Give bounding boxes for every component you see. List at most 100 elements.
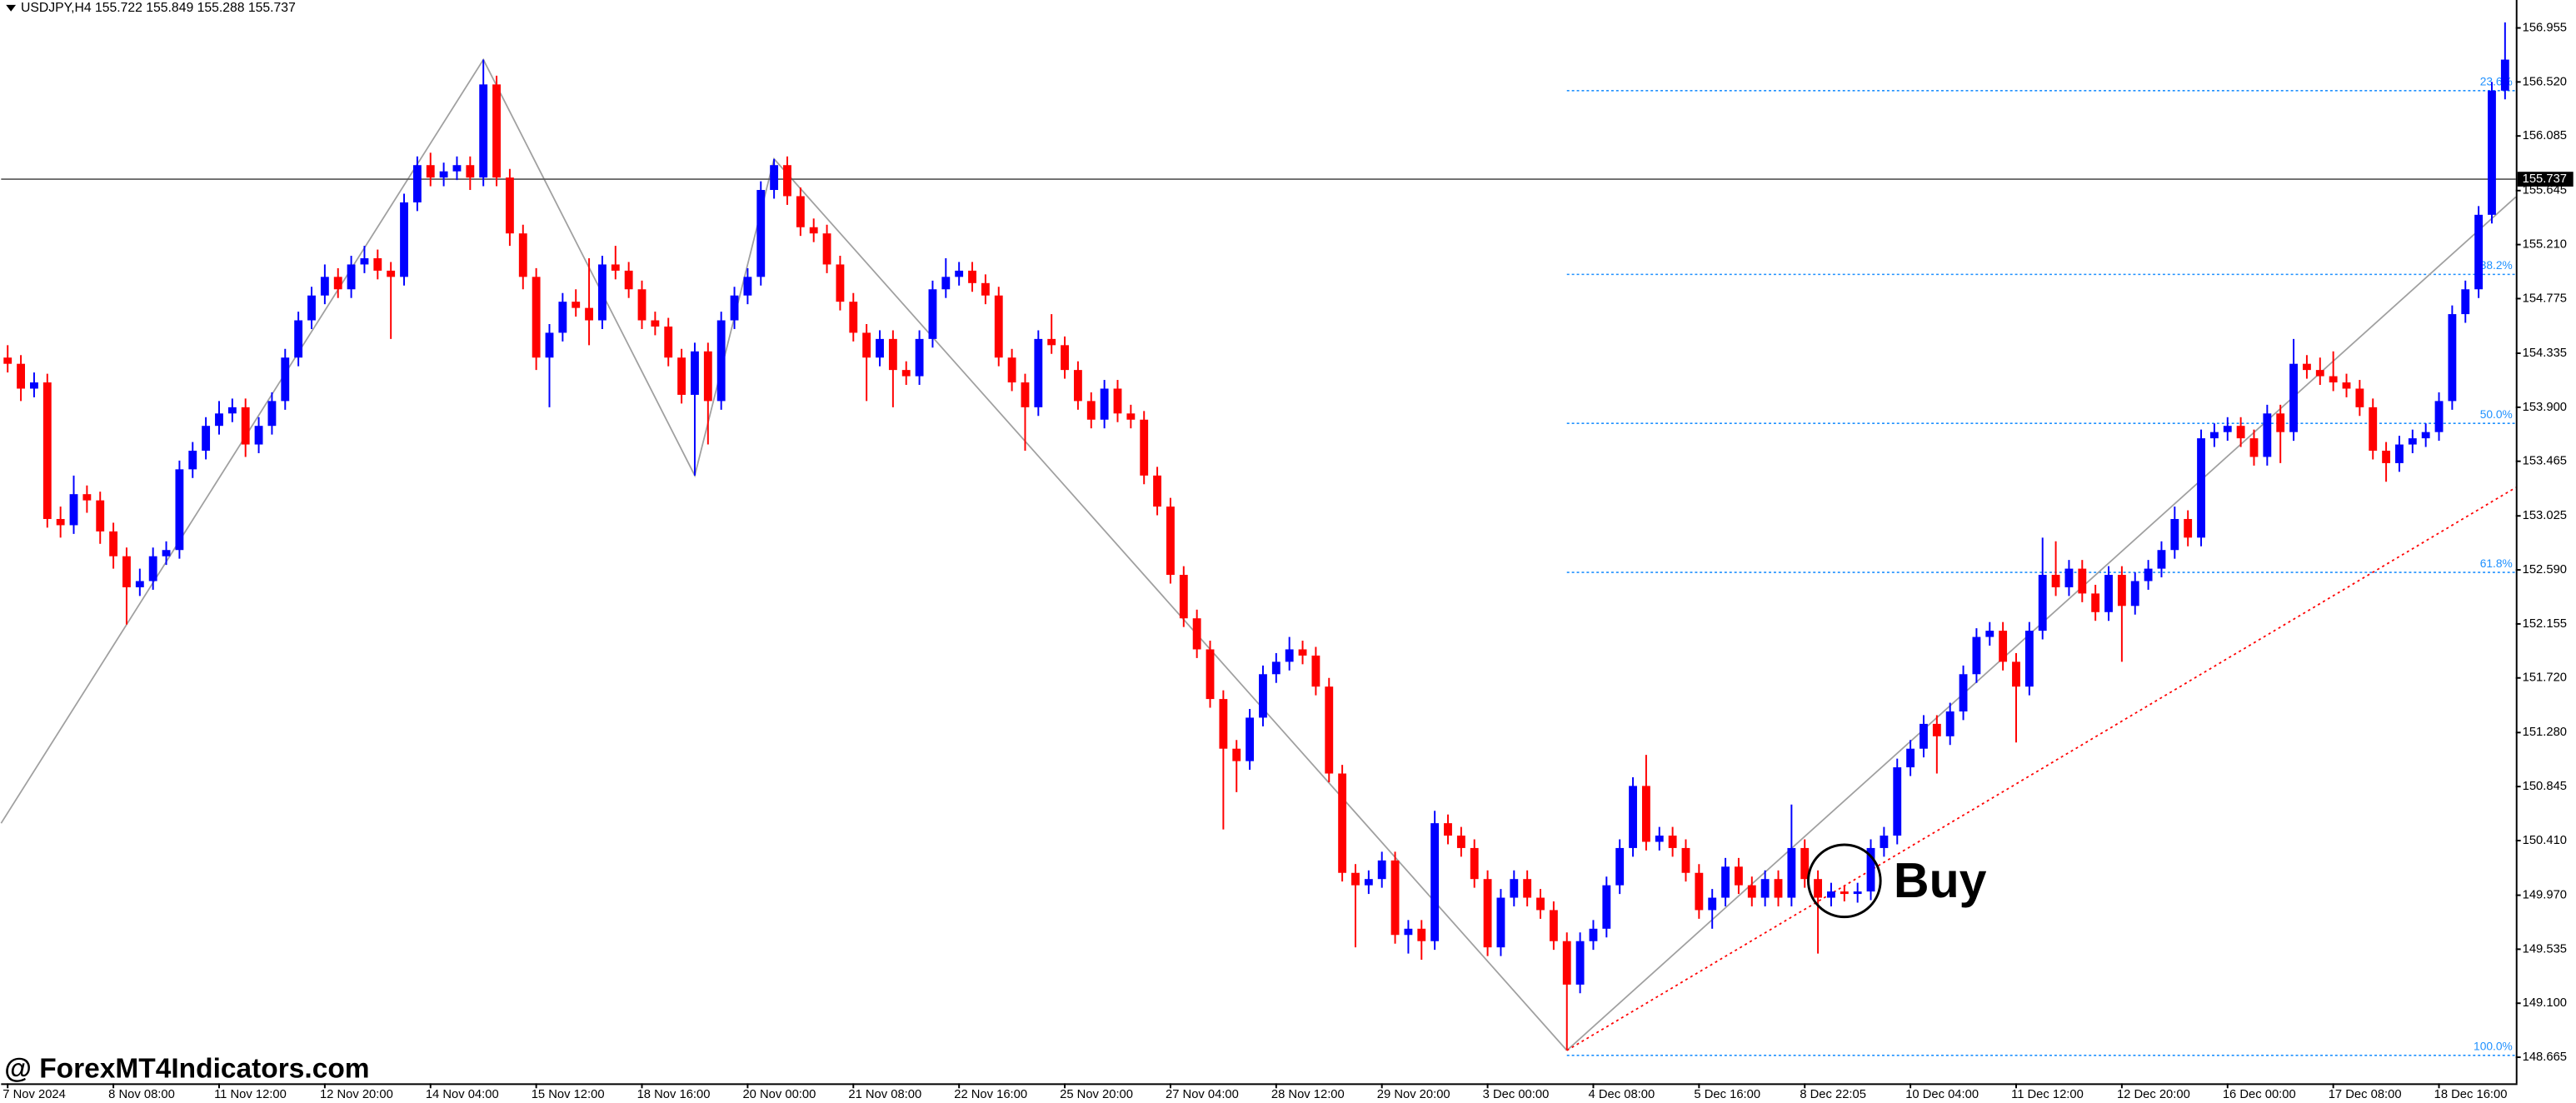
candle-body	[915, 338, 924, 377]
candle-body	[1840, 891, 1849, 895]
x-tick-label: 25 Nov 20:00	[1060, 1088, 1133, 1101]
candle-body	[1325, 686, 1334, 774]
candle-body	[677, 357, 686, 395]
candle-body	[1232, 748, 1241, 761]
candle-body	[1906, 748, 1915, 768]
y-tick-label: 150.410	[2523, 834, 2567, 847]
candle-body	[1880, 836, 1889, 848]
candle-body	[1021, 382, 1030, 407]
candle-body	[1602, 885, 1611, 929]
candle-body	[770, 165, 779, 191]
candle-body	[2382, 451, 2391, 463]
candle-body	[373, 257, 382, 271]
y-tick-label: 148.665	[2523, 1051, 2567, 1064]
candle-body	[1417, 928, 1426, 941]
x-tick-label: 11 Dec 12:00	[2011, 1088, 2084, 1101]
candle-body	[2276, 413, 2285, 432]
candle-body	[400, 202, 408, 277]
x-tick-label: 8 Nov 08:00	[108, 1088, 175, 1101]
candle-body	[2421, 432, 2430, 439]
plot-layer: 23.6%38.2%50.0%61.8%100.0%Buy	[0, 22, 2517, 1056]
candle-body	[505, 177, 514, 234]
candle-body	[611, 264, 620, 271]
candle-body	[360, 257, 369, 265]
candle-body	[703, 351, 712, 402]
candle-body	[2395, 444, 2404, 463]
candle-body	[1695, 872, 1704, 911]
candle-body	[1523, 879, 1532, 898]
candle-body	[148, 556, 157, 581]
symbol-icon	[6, 4, 17, 12]
candle-body	[42, 382, 52, 519]
candle-body	[1575, 941, 1585, 985]
candle-body	[1351, 872, 1360, 886]
y-tick-label: 153.900	[2523, 401, 2567, 414]
candle-body	[941, 277, 951, 290]
candle-body	[1007, 357, 1016, 383]
candle-body	[2157, 550, 2166, 569]
candle-body	[135, 581, 144, 587]
price-label-bg	[2517, 172, 2574, 187]
candle-body	[651, 320, 660, 327]
buy-circle	[1806, 843, 1882, 919]
candle-body	[862, 332, 871, 358]
candle-body	[69, 494, 78, 526]
candle-body	[1483, 879, 1492, 948]
candle-body	[1390, 860, 1400, 936]
y-tick-label: 154.775	[2523, 292, 2567, 305]
candle-body	[2434, 401, 2444, 432]
x-tick-label: 27 Nov 04:00	[1166, 1088, 1239, 1101]
candle-body	[1629, 786, 1637, 848]
candle-body	[1047, 338, 1056, 346]
candle-body	[1219, 699, 1228, 749]
x-tick-label: 12 Dec 20:00	[2117, 1088, 2190, 1101]
candle-body	[585, 307, 593, 321]
candle-body	[2500, 59, 2509, 91]
candle-body	[202, 426, 211, 452]
candle-body	[2289, 363, 2298, 432]
candle-body	[1179, 575, 1188, 619]
candle-body	[3, 357, 12, 364]
candle-body	[2024, 631, 2034, 687]
x-tick-label: 18 Dec 16:00	[2434, 1088, 2508, 1101]
candle-body	[2369, 407, 2378, 452]
candle-body	[691, 351, 699, 395]
candle-body	[1470, 847, 1479, 880]
candle-body	[968, 270, 976, 283]
candle-body	[2038, 575, 2047, 631]
trend-line-dotted	[1566, 487, 2517, 1051]
candle-body	[888, 338, 897, 371]
candle-body	[1034, 338, 1043, 407]
candle-body	[1735, 866, 1743, 886]
candle-body	[1496, 897, 1505, 948]
candle-body	[558, 302, 567, 333]
candle-body	[347, 264, 356, 290]
candle-body	[1932, 723, 1941, 736]
candle-body	[664, 326, 673, 358]
candle-body	[1985, 631, 1994, 637]
y-tick-label: 156.520	[2523, 75, 2567, 88]
x-tick-label: 21 Nov 08:00	[848, 1088, 921, 1101]
candle-body	[188, 451, 197, 470]
candle-body	[624, 270, 633, 290]
y-tick-label: 153.465	[2523, 455, 2567, 468]
x-tick-label: 4 Dec 08:00	[1589, 1088, 1655, 1101]
candle-body	[822, 233, 831, 265]
candle-body	[1972, 636, 1981, 675]
candle-body	[876, 338, 884, 358]
candle-body	[2329, 376, 2338, 383]
x-tick-label: 14 Nov 04:00	[426, 1088, 499, 1101]
candle-body	[175, 469, 184, 551]
candle-body	[1364, 879, 1373, 886]
candle-body	[1536, 897, 1545, 911]
y-tick-label: 151.720	[2523, 671, 2567, 685]
candle-body	[1945, 711, 1954, 736]
x-tick-label: 7 Nov 2024	[2, 1088, 66, 1101]
fib-label: 61.8%	[2480, 557, 2513, 570]
candle-body	[426, 165, 435, 178]
candle-body	[241, 407, 250, 445]
y-tick-label: 156.955	[2523, 21, 2567, 34]
candle-body	[1760, 879, 1770, 898]
